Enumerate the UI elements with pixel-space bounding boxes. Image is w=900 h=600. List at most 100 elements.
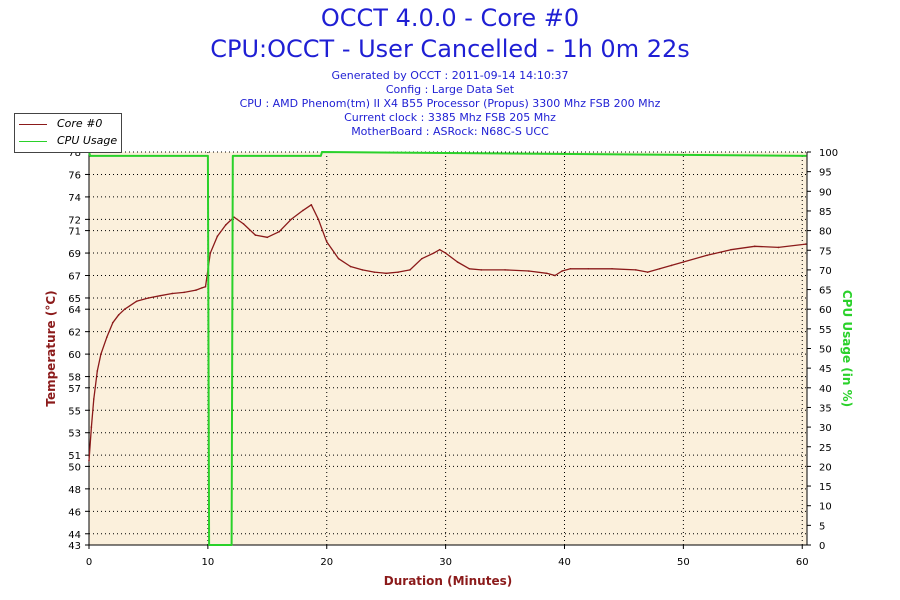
y-left-tick-label: 74 <box>68 193 81 204</box>
y-right-tick-label: 85 <box>819 207 832 218</box>
y-right-tick-label: 30 <box>819 423 832 434</box>
legend: Core #0 CPU Usage <box>14 113 122 153</box>
series-core0-point <box>92 398 95 400</box>
series-core0-point <box>730 248 732 251</box>
info-config: Config : Large Data Set <box>385 83 515 96</box>
series-core0-point <box>106 336 108 339</box>
y-left-tick-label: 62 <box>68 328 81 339</box>
series-core0-point <box>670 264 673 267</box>
legend-item-core0: Core #0 <box>19 117 102 133</box>
series-core0-point <box>658 267 661 270</box>
series-core0-point <box>317 218 320 221</box>
series-cpu-usage-point <box>321 151 323 153</box>
series-cpu-usage-point <box>208 544 210 546</box>
info-cpu: CPU : AMD Phenom(tm) II X4 B55 Processor… <box>239 97 661 110</box>
y-left-tick-label: 58 <box>68 373 81 384</box>
series-core0-point <box>111 321 114 324</box>
series-core0-point <box>682 261 685 263</box>
y-left-tick-label: 64 <box>68 305 81 316</box>
series-core0-point <box>159 294 162 297</box>
series-core0-point <box>325 241 328 243</box>
y-left-tick-label: 46 <box>68 507 81 518</box>
series-cpu-usage-point <box>207 155 209 157</box>
legend-label-cpu-usage: CPU Usage <box>57 134 118 147</box>
series-core0-point <box>438 248 441 251</box>
y-right-tick-label: 50 <box>819 345 832 356</box>
y-left-tick-label: 78 <box>68 148 81 159</box>
plot-area <box>89 152 807 545</box>
y-right-tick-label: 35 <box>819 403 832 414</box>
series-core0-point <box>100 353 102 355</box>
series-cpu-usage-point <box>89 155 91 157</box>
series-cpu-usage-point <box>232 155 234 157</box>
series-core0-point <box>337 257 340 260</box>
series-core0-point <box>278 230 280 233</box>
legend-swatch-cpu-usage <box>19 140 47 142</box>
series-core0-point <box>545 272 548 275</box>
x-axis-title: Duration (Minutes) <box>384 574 512 588</box>
x-tick-label: 50 <box>677 557 690 568</box>
series-core0-point <box>349 265 352 268</box>
series-core0-point <box>254 234 257 236</box>
series-core0-point <box>409 269 411 271</box>
legend-label-core0: Core #0 <box>57 117 103 130</box>
info-generated: Generated by OCCT : 2011-09-14 14:10:37 <box>331 69 569 82</box>
y-right-tick-label: 75 <box>819 246 832 257</box>
x-tick-label: 0 <box>86 557 92 568</box>
y-right-tick-label: 20 <box>819 462 832 473</box>
series-core0-point <box>554 274 556 277</box>
series-core0-point <box>171 292 174 295</box>
y-left-tick-label: 51 <box>68 451 81 462</box>
series-core0-point <box>753 245 756 248</box>
y-left-tick-label: 48 <box>68 485 81 496</box>
x-tick-label: 40 <box>558 557 571 568</box>
y-right-tick-label: 55 <box>819 325 832 336</box>
y-right-tick-label: 65 <box>819 286 832 297</box>
series-core0-point <box>777 246 780 249</box>
series-core0-point <box>88 459 90 462</box>
y-left-tick-label: 55 <box>68 406 81 417</box>
series-core0-point <box>456 261 459 263</box>
info-clock: Current clock : 3385 Mhz FSB 205 Mhz <box>344 111 556 124</box>
legend-swatch-core0 <box>19 123 47 125</box>
series-core0-point <box>117 314 120 316</box>
series-core0-point <box>216 235 219 238</box>
y-right-tick-label: 80 <box>819 227 832 238</box>
series-core0-point <box>432 252 435 254</box>
series-core0-point <box>90 426 93 428</box>
chart-title: OCCT 4.0.0 - Core #0 <box>320 4 580 32</box>
y-right-tick-label: 10 <box>819 502 832 513</box>
y-right-tick-label: 90 <box>819 187 832 198</box>
series-core0-point <box>135 300 138 303</box>
series-core0-point <box>706 254 708 257</box>
series-cpu-usage-point <box>805 155 807 157</box>
y-left-tick-label: 43 <box>68 541 81 552</box>
series-core0-point <box>242 223 245 225</box>
series-core0-point <box>646 271 649 273</box>
legend-item-cpu-usage: CPU Usage <box>19 134 117 150</box>
y-axis-right-title: CPU Usage (in %) <box>840 290 854 407</box>
series-core0-line <box>88 204 806 461</box>
y-left-tick-label: 67 <box>68 272 81 283</box>
y-right-tick-label: 5 <box>819 521 825 532</box>
series-core0-point <box>183 291 185 294</box>
series-core0-point <box>224 224 227 226</box>
series-core0-point <box>805 243 807 245</box>
series-core0-point <box>310 203 313 206</box>
y-left-tick-label: 50 <box>68 462 81 473</box>
y-right-tick-label: 70 <box>819 266 832 277</box>
series-core0-point <box>123 308 126 311</box>
y-right-tick-label: 60 <box>819 305 832 316</box>
series-core0-point <box>361 269 364 271</box>
x-tick-label: 30 <box>439 557 452 568</box>
x-tick-label: 10 <box>202 557 215 568</box>
y-left-tick-label: 69 <box>68 249 81 260</box>
y-left-tick-label: 65 <box>68 294 81 305</box>
series-core0-point <box>561 270 563 272</box>
y-left-tick-label: 60 <box>68 350 81 361</box>
x-tick-label: 20 <box>320 557 333 568</box>
series-core0-point <box>480 269 483 271</box>
series-core0-point <box>290 218 292 221</box>
y-axis-left-title: Temperature (°C) <box>44 290 58 406</box>
